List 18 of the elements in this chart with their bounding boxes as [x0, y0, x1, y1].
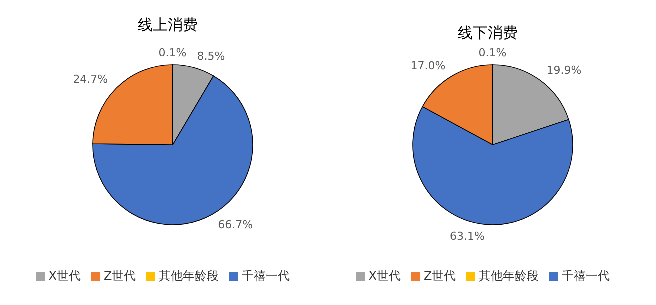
- legend-label: Z世代: [104, 269, 136, 283]
- data-label: 66.7%: [218, 218, 254, 232]
- data-label: 24.7%: [73, 73, 108, 86]
- legend-label: 千禧一代: [242, 269, 290, 283]
- data-label: 19.9%: [546, 64, 582, 77]
- legend-label: 其他年龄段: [159, 269, 220, 283]
- legend-label: X世代: [368, 269, 401, 283]
- chart-title: 线上消费: [137, 16, 199, 36]
- legend-label: 千禧一代: [562, 269, 610, 283]
- data-label: 0.1%: [158, 46, 187, 60]
- data-label: 8.5%: [197, 50, 226, 63]
- data-label: 0.1%: [478, 46, 507, 60]
- data-label: 17.0%: [410, 60, 446, 73]
- legend-label: 其他年龄段: [479, 269, 540, 283]
- legend-label: X世代: [48, 269, 81, 283]
- chart-title: 线下消费: [457, 24, 519, 44]
- legend-label: Z世代: [424, 269, 456, 283]
- data-label: 63.1%: [450, 230, 485, 244]
